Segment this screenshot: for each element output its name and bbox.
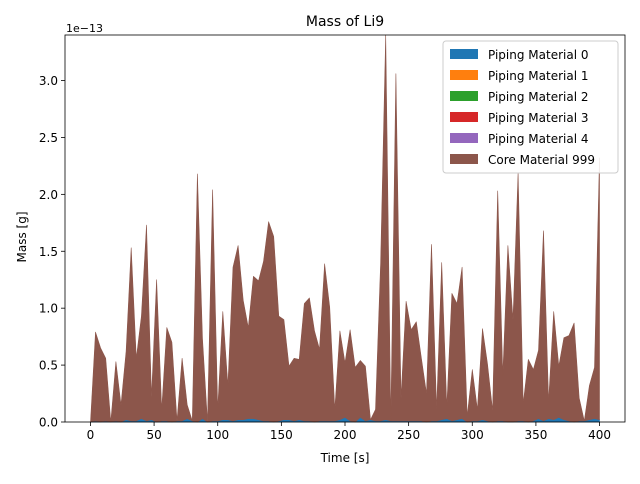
legend-swatch (450, 154, 478, 164)
axes-layer: 0 50 100 150 200 250 300 350 400 0.0 0.5 1.0 1.5 2.0 2… (39, 34, 626, 442)
y-tick-label: 0.5 (39, 359, 58, 373)
y-tick-label: 1.5 (39, 245, 58, 259)
legend-label: Piping Material 2 (488, 90, 589, 104)
x-tick-label: 350 (524, 428, 547, 442)
x-tick-label: 400 (588, 428, 611, 442)
legend-swatch (450, 133, 478, 143)
legend-swatch (450, 70, 478, 80)
y-tick-label: 2.5 (39, 131, 58, 145)
x-tick-label: 50 (146, 428, 161, 442)
x-axis-label: Time [s] (320, 451, 370, 465)
legend-swatch (450, 112, 478, 122)
y-tick-label: 1.0 (39, 302, 58, 316)
legend-label: Piping Material 0 (488, 48, 589, 62)
legend-label: Piping Material 4 (488, 132, 589, 146)
y-axis-label: Mass [g] (15, 211, 29, 262)
legend-box (442, 40, 619, 174)
y-tick-label: 3.0 (39, 74, 58, 88)
legend-swatch (450, 91, 478, 101)
legend-swatch (450, 49, 478, 59)
y-multiplier-label: 1e−13 (66, 22, 103, 35)
x-tick-label: 250 (397, 428, 420, 442)
y-tick-label: 0.0 (39, 416, 58, 430)
area-series-5 (90, 34, 600, 423)
x-tick-label: 150 (270, 428, 293, 442)
chart-title: Mass of Li9 (306, 14, 384, 30)
x-tick-label: 300 (461, 428, 484, 442)
legend-label: Piping Material 1 (488, 69, 589, 83)
legend-label: Core Material 999 (488, 153, 595, 167)
x-tick-label: 0 (87, 428, 95, 442)
x-tick-label: 200 (334, 428, 357, 442)
legend: Piping Material 0 Piping Material 1 Piping… (442, 40, 619, 174)
legend-label: Piping Material 3 (488, 111, 589, 125)
y-tick-label: 2.0 (39, 188, 58, 202)
x-tick-label: 100 (206, 428, 229, 442)
